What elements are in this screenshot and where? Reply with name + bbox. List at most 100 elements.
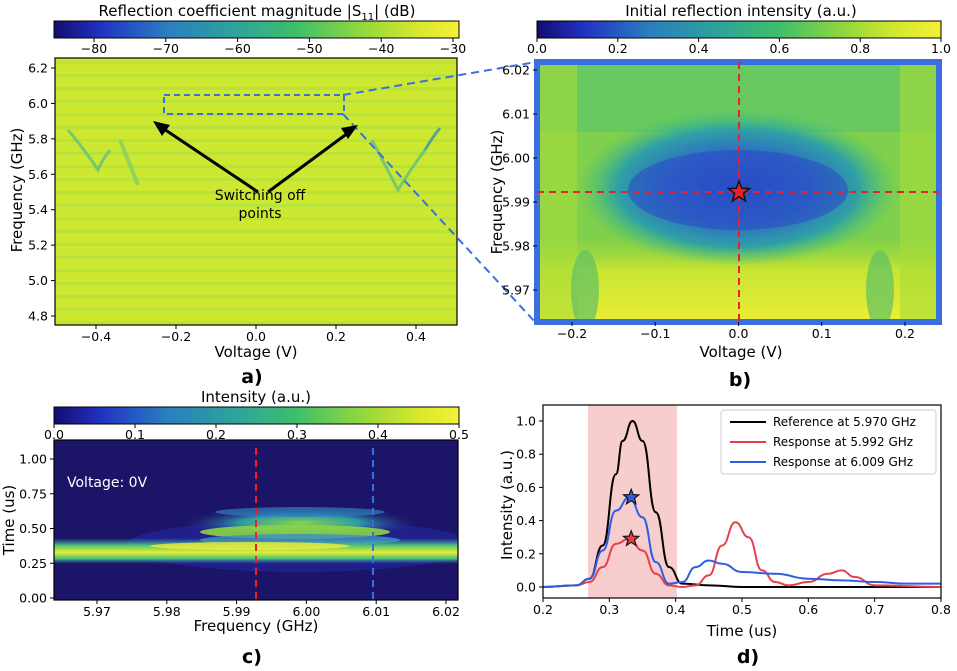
colorbar-c-tick-label: 0.1 xyxy=(125,427,145,442)
y-axis-a-tick-label: 6.0 xyxy=(28,96,48,111)
x-axis-b: −0.2 −0.1 0.0 0.1 0.2 xyxy=(557,322,915,341)
x-axis-c: 5.97 5.98 5.99 6.00 6.01 6.02 xyxy=(83,600,460,619)
colorbar-c-tick-label: 0.4 xyxy=(368,427,388,442)
colorbar-a xyxy=(53,20,460,39)
arrow-left-shaft xyxy=(157,123,259,194)
legend-label-reference: Reference at 5.970 GHz xyxy=(773,415,916,429)
y-axis-b-tick-label: 5.97 xyxy=(502,283,530,298)
colorbar-c-tick-label: 0.5 xyxy=(449,427,469,442)
xlabel-a: Voltage (V) xyxy=(215,343,298,361)
panel-d: Reference at 5.970 GHz Response at 5.992… xyxy=(498,404,951,668)
zoom-box xyxy=(163,94,345,115)
annotation-line1: Switching off xyxy=(215,188,306,204)
panel-c: Intensity (a.u.) 0.0 0.1 0.2 0.3 0.4 0.5 Volt… xyxy=(0,388,469,668)
x-axis-a-tick-label: 0.2 xyxy=(326,329,346,344)
xlabel-c: Frequency (GHz) xyxy=(194,617,319,635)
panel-label-c: c) xyxy=(242,646,262,668)
x-axis-b-tick-label: −0.2 xyxy=(557,326,587,341)
y-axis-a-tick-label: 5.0 xyxy=(28,273,48,288)
x-axis-b-tick-label: 0.1 xyxy=(812,326,832,341)
colorbar-a-tick-label: −60 xyxy=(224,41,250,56)
x-axis-a-tick-label: −0.2 xyxy=(161,329,191,344)
x-axis-c-tick-label: 5.98 xyxy=(153,604,181,619)
y-axis-a-tick-label: 5.2 xyxy=(28,238,48,253)
panel-label-d: d) xyxy=(737,646,759,668)
y-axis-b-tick-label: 6.02 xyxy=(502,63,530,78)
x-axis-a-tick-label: 0.0 xyxy=(246,329,266,344)
colorbar-a-title: Reflection coefficient magnitude |S11| (… xyxy=(99,2,416,23)
y-axis-a: 4.8 5.0 5.2 5.4 5.6 5.8 6.0 6.2 xyxy=(28,61,55,324)
y-axis-d: 0.0 0.2 0.4 0.6 0.8 1.0 xyxy=(516,414,543,595)
marker-star-d-1 xyxy=(621,529,641,547)
y-axis-a-tick-label: 4.8 xyxy=(28,309,48,324)
y-axis-d-tick-label: 1.0 xyxy=(516,414,536,429)
series-line-2 xyxy=(543,496,941,588)
xlabel-b: Voltage (V) xyxy=(700,343,783,361)
ylabel-d: Intensity (a.u.) xyxy=(498,450,516,560)
y-axis-d-tick-label: 0.8 xyxy=(516,447,536,462)
markers-d xyxy=(621,487,641,547)
colorbar-c-ticks: 0.0 0.1 0.2 0.3 0.4 0.5 xyxy=(44,424,469,442)
zoom-line-top xyxy=(342,61,537,96)
y-axis-b: 5.97 5.98 5.99 6.00 6.01 6.02 xyxy=(502,63,537,298)
colorbar-b-tick-label: 1.0 xyxy=(931,41,951,56)
panel-label-a: a) xyxy=(241,366,263,388)
colorbar-a-tick-label: −40 xyxy=(368,41,394,56)
arrow-right-head xyxy=(341,125,358,139)
colorbar-b-ticks: 0.0 0.2 0.4 0.6 0.8 1.0 xyxy=(527,38,951,56)
arrow-right-shaft xyxy=(267,128,353,194)
zoom-line-bottom xyxy=(342,113,537,324)
plot-frame-c xyxy=(53,439,459,601)
panel-label-b: b) xyxy=(729,369,751,391)
colorbar-b-tick-label: 0.2 xyxy=(608,41,628,56)
ylabel-c: Time (us) xyxy=(0,485,18,557)
marker-star-d-0 xyxy=(621,487,641,506)
arrow-left-head xyxy=(153,121,170,136)
x-axis-c-tick-label: 6.01 xyxy=(362,604,390,619)
x-axis-d-tick-label: 0.6 xyxy=(798,602,818,617)
marker-star-b xyxy=(726,178,752,203)
x-axis-d: 0.2 0.3 0.4 0.5 0.6 0.7 0.8 xyxy=(533,598,951,617)
y-axis-d-tick-label: 0.2 xyxy=(516,546,536,561)
y-axis-a-tick-label: 5.4 xyxy=(28,202,48,217)
y-axis-c-tick-label: 0.50 xyxy=(19,521,47,536)
y-axis-a-tick-label: 6.2 xyxy=(28,61,48,76)
colorbar-b xyxy=(536,20,942,39)
series-line-0 xyxy=(543,419,941,589)
y-axis-c-tick-label: 0.75 xyxy=(19,486,47,501)
y-axis-c-tick-label: 0.25 xyxy=(19,556,47,571)
x-axis-d-tick-label: 0.4 xyxy=(666,602,686,617)
x-axis-b-tick-label: 0.2 xyxy=(895,326,915,341)
legend-d: Reference at 5.970 GHz Response at 5.992… xyxy=(720,409,937,475)
y-axis-b-tick-label: 6.01 xyxy=(502,107,530,122)
y-axis-d-tick-label: 0.6 xyxy=(516,480,536,495)
colorbar-c-tick-label: 0.0 xyxy=(44,427,64,442)
x-axis-d-tick-label: 0.8 xyxy=(931,602,951,617)
series-line-1 xyxy=(543,521,941,589)
colorbar-a-tick-label: −80 xyxy=(81,41,107,56)
legend-box xyxy=(720,409,937,475)
x-axis-c-tick-label: 6.02 xyxy=(432,604,460,619)
y-axis-d-tick-label: 0.0 xyxy=(516,580,536,595)
panel-a: Reflection coefficient magnitude |S11| (… xyxy=(8,2,537,388)
colorbar-b-tick-label: 0.0 xyxy=(527,41,547,56)
x-axis-a-tick-label: −0.4 xyxy=(81,329,111,344)
xlabel-d: Time (us) xyxy=(706,622,778,640)
panel-b: Initial reflection intensity (a.u.) 0.0 0… xyxy=(488,2,951,391)
x-axis-d-tick-label: 0.3 xyxy=(599,602,619,617)
colorbar-a-tick-label: −70 xyxy=(153,41,179,56)
y-axis-c-tick-label: 0.00 xyxy=(19,591,47,606)
colorbar-b-title: Initial reflection intensity (a.u.) xyxy=(625,2,857,20)
annotation-line2: points xyxy=(239,206,282,222)
colorbar-c-tick-label: 0.3 xyxy=(287,427,307,442)
colorbar-a-tick-label: −50 xyxy=(296,41,322,56)
x-axis-a-tick-label: 0.4 xyxy=(406,329,426,344)
ylabel-b: Frequency (GHz) xyxy=(488,130,506,255)
line-series-d xyxy=(543,419,941,589)
y-axis-c-tick-label: 1.00 xyxy=(19,452,47,467)
y-axis-b-tick-label: 5.99 xyxy=(502,195,530,210)
x-axis-d-tick-label: 0.2 xyxy=(533,602,553,617)
inset-voltage-text: Voltage: 0V xyxy=(67,475,148,491)
colorbar-a-ticks: −80 −70 −60 −50 −40 −30 xyxy=(81,38,466,56)
heatmap-c xyxy=(54,440,458,600)
